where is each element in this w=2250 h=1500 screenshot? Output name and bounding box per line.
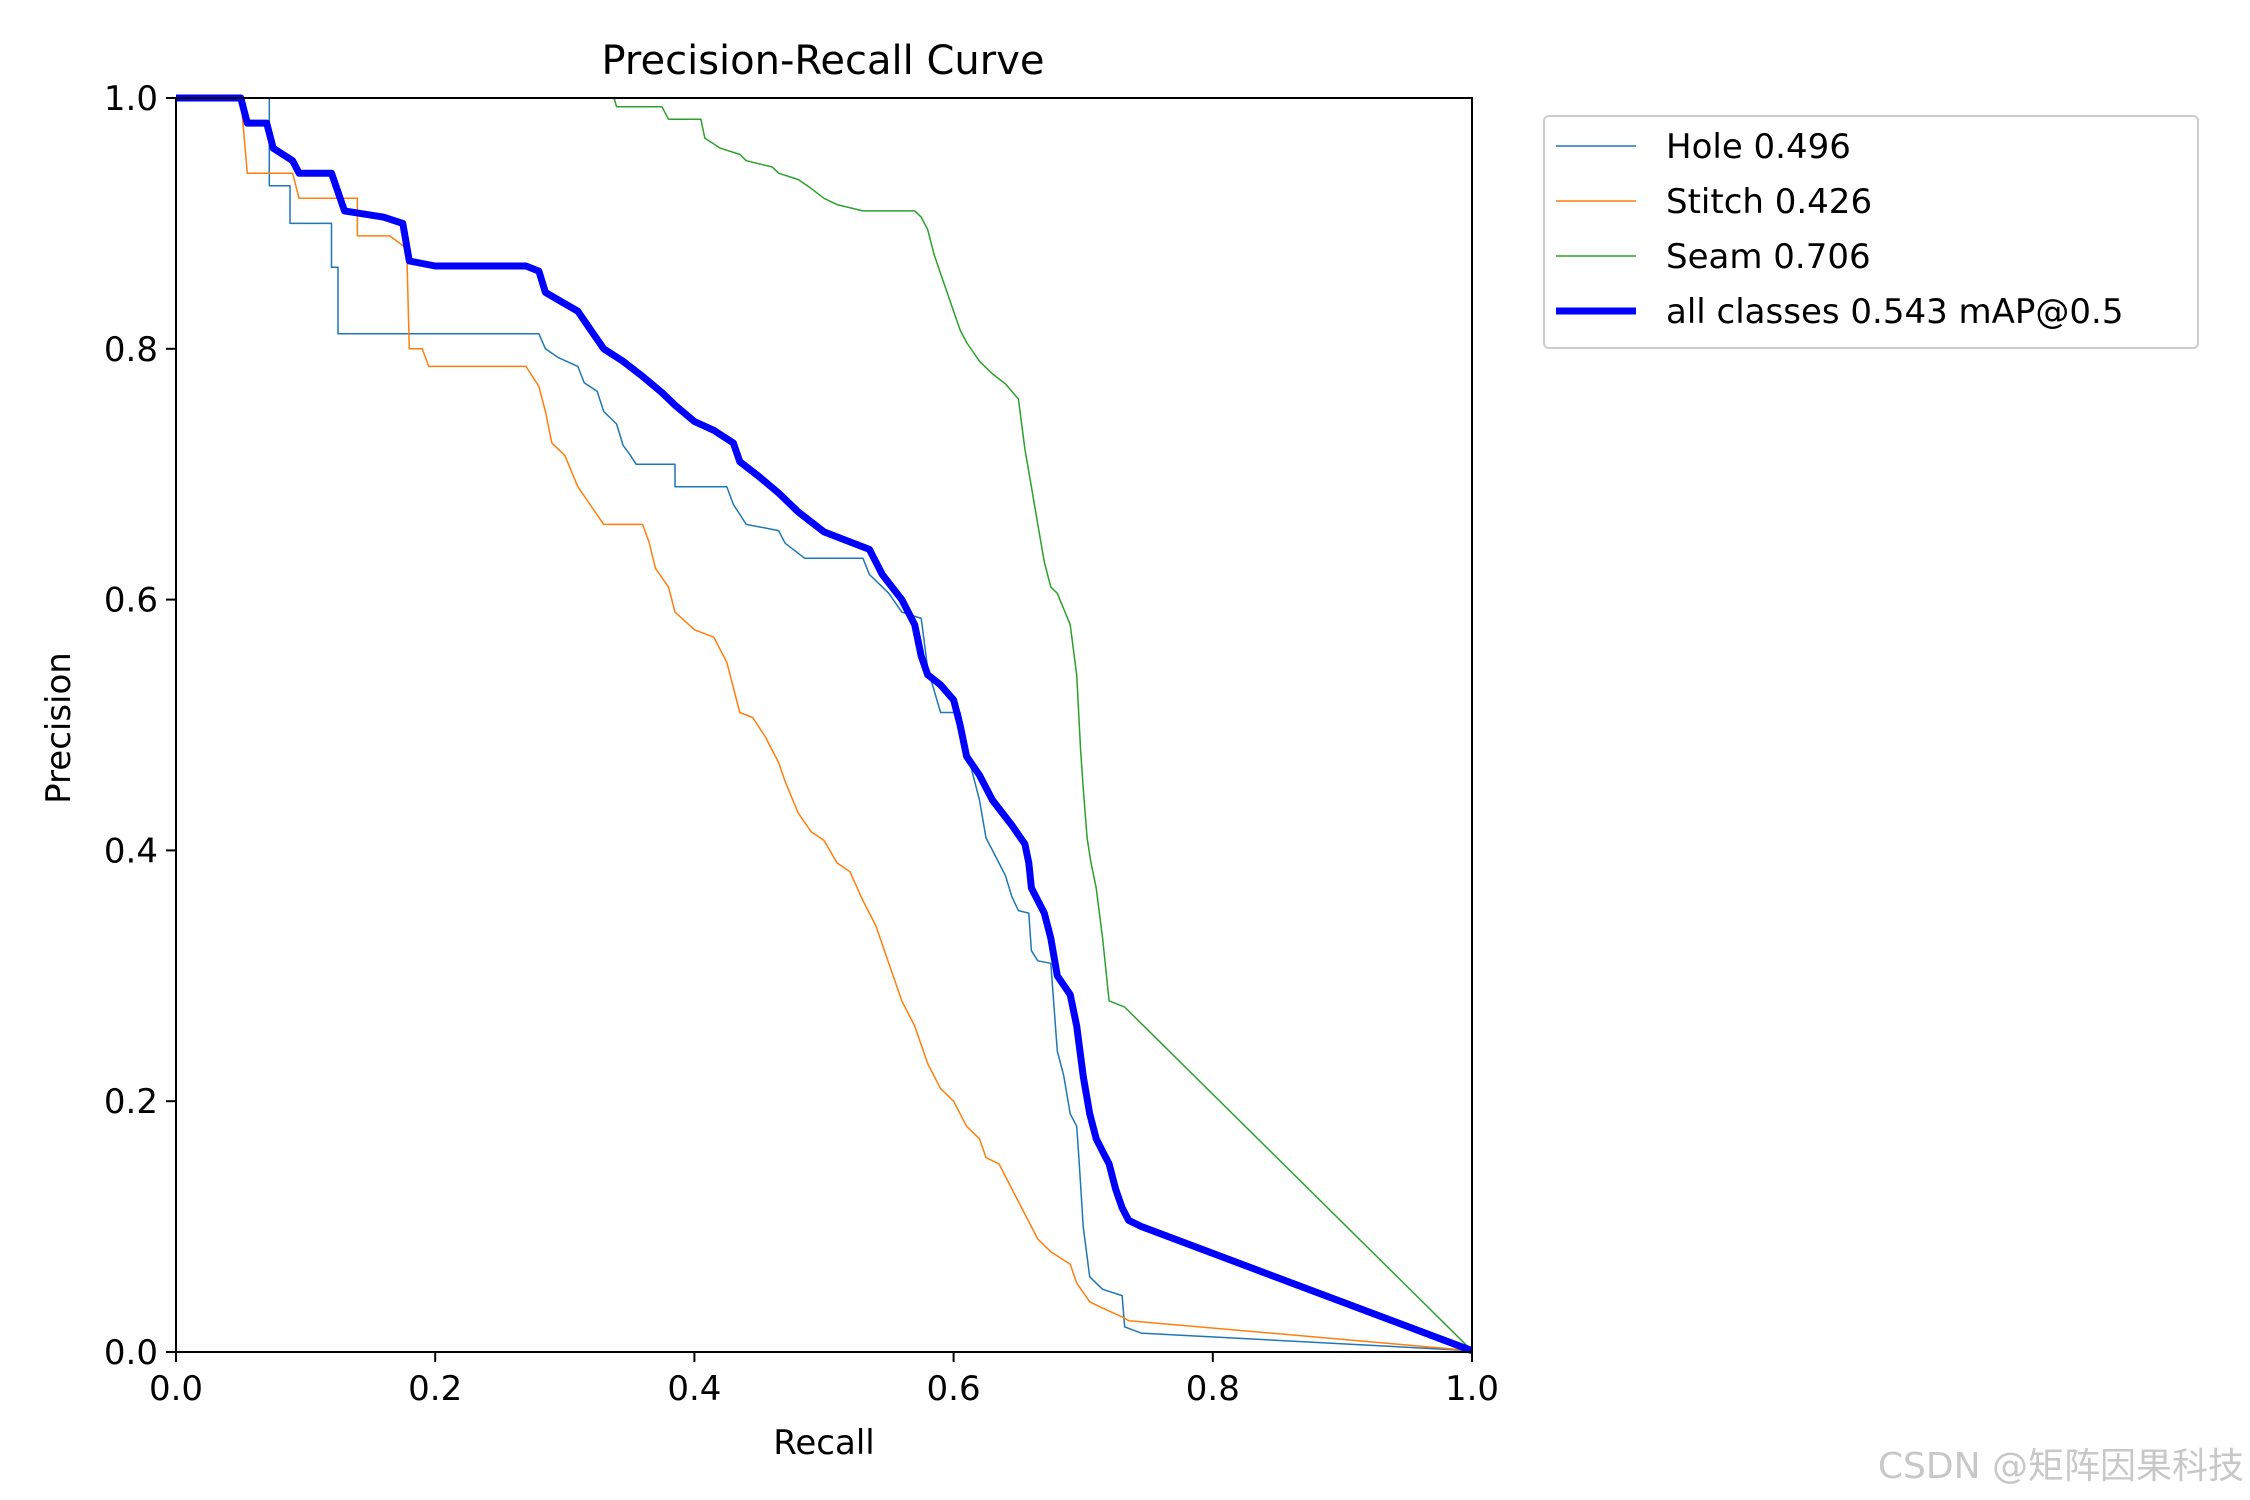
legend-label-0: Hole 0.496 (1666, 127, 1851, 167)
y-tick-label: 0.2 (104, 1082, 158, 1122)
y-tick-label: 0.4 (104, 831, 158, 871)
y-tick-label: 1.0 (104, 79, 158, 119)
legend-box (1543, 115, 2199, 349)
y-tick-label: 0.8 (104, 330, 158, 370)
x-axis-label: Recall (773, 1423, 874, 1463)
x-tick-label: 0.0 (149, 1369, 203, 1409)
legend-items: Hole 0.496 Stitch 0.426 Seam 0.706 all clas… (1556, 127, 2123, 332)
x-tick-label: 0.8 (1186, 1369, 1240, 1409)
legend: Hole 0.496 Stitch 0.426 Seam 0.706 all clas… (1543, 115, 2199, 349)
series-line-0 (176, 97, 1473, 1352)
x-tick-label: 0.2 (408, 1369, 462, 1409)
y-axis-ticks: 0.0 0.2 0.4 0.6 0.8 1.0 (104, 79, 176, 1373)
legend-label-1: Stitch 0.426 (1666, 182, 1872, 222)
legend-label-2: Seam 0.706 (1666, 237, 1871, 277)
y-tick-label: 0.0 (104, 1333, 158, 1373)
y-axis-label: Precision (39, 652, 79, 804)
axes-frame (175, 97, 1473, 1353)
legend-label-3: all classes 0.543 mAP@0.5 (1666, 292, 2123, 332)
chart-title: Precision-Recall Curve (602, 38, 1045, 84)
x-tick-label: 0.4 (667, 1369, 721, 1409)
x-tick-label: 0.6 (927, 1369, 981, 1409)
x-tick-label: 1.0 (1445, 1369, 1499, 1409)
plot-area: 0.0 0.2 0.4 0.6 0.8 1.0 0.0 0.2 0.4 0.6 0.8 1.0 (104, 79, 1499, 1409)
y-tick-label: 0.6 (104, 581, 158, 621)
watermark-text: CSDN @矩阵因果科技 (1878, 1446, 2244, 1487)
series-line-3 (176, 94, 1474, 1354)
series-layer (176, 94, 1474, 1354)
x-axis-ticks: 0.0 0.2 0.4 0.6 0.8 1.0 (149, 1352, 1499, 1409)
series-line-2 (613, 97, 1473, 1352)
series-line-1 (176, 97, 1473, 1352)
